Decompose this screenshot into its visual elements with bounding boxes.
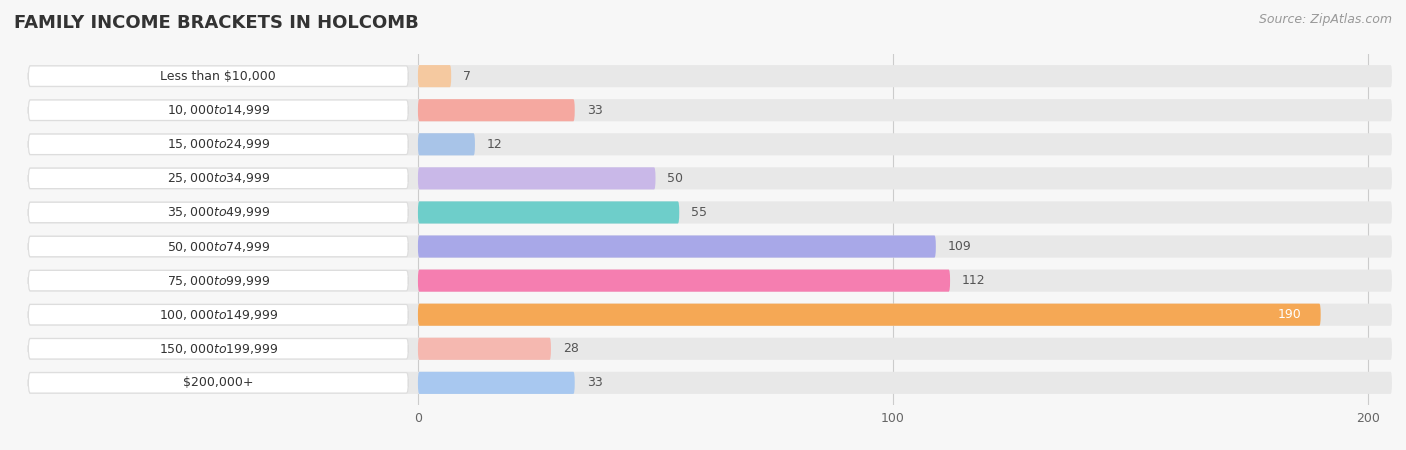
FancyBboxPatch shape [28,167,1392,189]
FancyBboxPatch shape [28,372,1392,394]
Text: 109: 109 [948,240,972,253]
Text: 50: 50 [668,172,683,185]
Text: 190: 190 [1278,308,1302,321]
Text: $35,000 to $49,999: $35,000 to $49,999 [167,206,270,220]
Text: Less than $10,000: Less than $10,000 [160,70,276,83]
FancyBboxPatch shape [28,235,1392,257]
FancyBboxPatch shape [418,99,575,122]
FancyBboxPatch shape [28,304,1392,326]
Text: 28: 28 [562,342,579,355]
FancyBboxPatch shape [418,133,475,155]
FancyBboxPatch shape [418,167,655,189]
FancyBboxPatch shape [418,372,575,394]
FancyBboxPatch shape [28,202,1392,224]
FancyBboxPatch shape [28,270,1392,292]
FancyBboxPatch shape [28,305,408,325]
FancyBboxPatch shape [28,338,408,359]
Text: Source: ZipAtlas.com: Source: ZipAtlas.com [1258,14,1392,27]
Text: $15,000 to $24,999: $15,000 to $24,999 [167,137,270,151]
Text: $10,000 to $14,999: $10,000 to $14,999 [167,103,270,117]
Text: $25,000 to $34,999: $25,000 to $34,999 [167,171,270,185]
FancyBboxPatch shape [28,65,1392,87]
FancyBboxPatch shape [28,236,408,257]
FancyBboxPatch shape [418,65,451,87]
FancyBboxPatch shape [28,100,408,121]
FancyBboxPatch shape [418,338,551,360]
FancyBboxPatch shape [418,202,679,224]
FancyBboxPatch shape [28,133,1392,155]
Text: 55: 55 [692,206,707,219]
Text: $50,000 to $74,999: $50,000 to $74,999 [167,239,270,253]
FancyBboxPatch shape [28,99,1392,122]
FancyBboxPatch shape [418,270,950,292]
Text: 12: 12 [486,138,502,151]
FancyBboxPatch shape [28,66,408,86]
Text: $100,000 to $149,999: $100,000 to $149,999 [159,308,278,322]
Text: 112: 112 [962,274,986,287]
Text: FAMILY INCOME BRACKETS IN HOLCOMB: FAMILY INCOME BRACKETS IN HOLCOMB [14,14,419,32]
Text: $200,000+: $200,000+ [183,376,253,389]
FancyBboxPatch shape [418,235,936,257]
Text: 33: 33 [586,376,602,389]
FancyBboxPatch shape [28,134,408,154]
FancyBboxPatch shape [28,202,408,223]
FancyBboxPatch shape [28,270,408,291]
Text: $150,000 to $199,999: $150,000 to $199,999 [159,342,278,356]
Text: $75,000 to $99,999: $75,000 to $99,999 [167,274,270,288]
FancyBboxPatch shape [28,168,408,189]
FancyBboxPatch shape [418,304,1320,326]
Text: 7: 7 [463,70,471,83]
Text: 33: 33 [586,104,602,117]
FancyBboxPatch shape [28,373,408,393]
FancyBboxPatch shape [28,338,1392,360]
